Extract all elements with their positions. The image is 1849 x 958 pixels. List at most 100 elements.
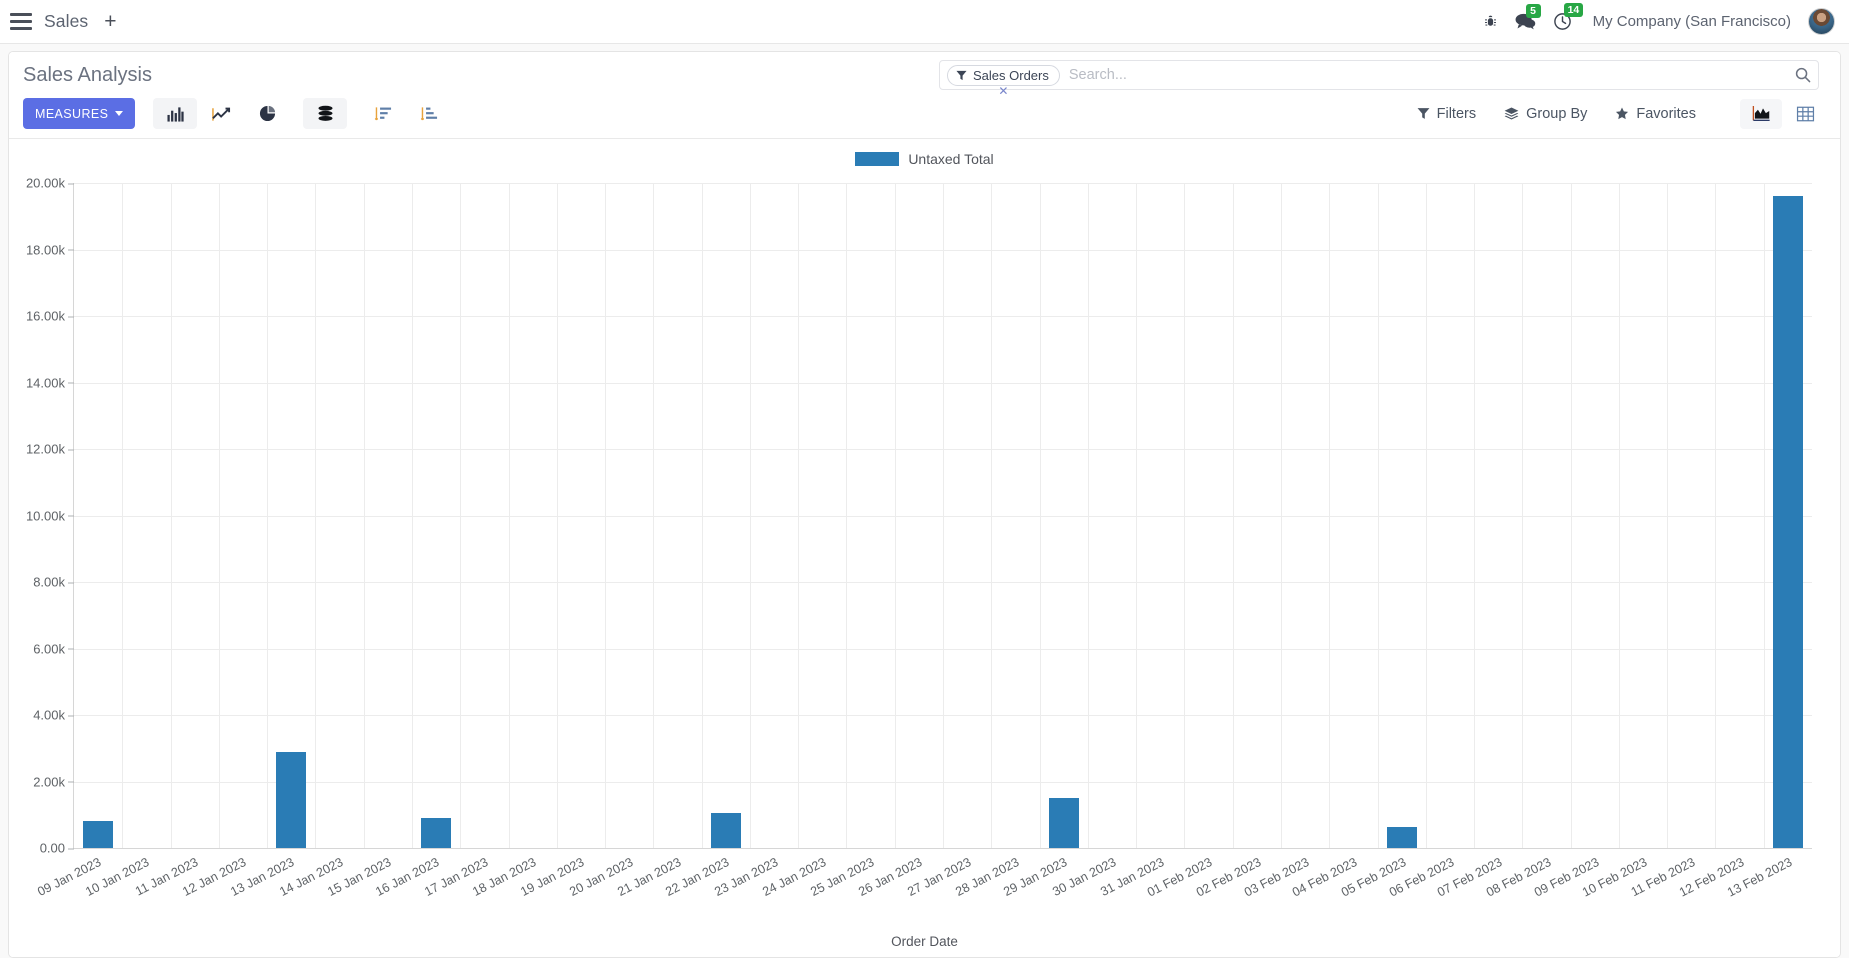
y-axis-tick-label: 6.00k bbox=[33, 641, 74, 656]
search-input[interactable] bbox=[1059, 67, 1795, 83]
avatar[interactable] bbox=[1808, 8, 1835, 35]
sort-descending-icon[interactable] bbox=[361, 98, 405, 129]
chart-legend: Untaxed Total bbox=[9, 151, 1840, 167]
company-switcher[interactable]: My Company (San Francisco) bbox=[1592, 13, 1791, 30]
grid-line-vertical bbox=[1329, 183, 1331, 848]
bar-slot bbox=[171, 183, 219, 848]
search-icon[interactable] bbox=[1795, 67, 1811, 83]
pivot-view-icon[interactable] bbox=[1784, 99, 1826, 129]
bar-slot bbox=[1040, 183, 1088, 848]
chart-bar[interactable] bbox=[1386, 827, 1417, 848]
y-axis-tick-label: 8.00k bbox=[33, 574, 74, 590]
bar-slot bbox=[1136, 183, 1184, 848]
grid-line-vertical bbox=[605, 183, 607, 848]
grid-line-vertical bbox=[1377, 183, 1379, 848]
grid-line-vertical bbox=[1667, 183, 1669, 848]
filter-icon bbox=[956, 70, 967, 80]
legend-swatch-untaxed-total[interactable] bbox=[855, 152, 900, 166]
star-icon bbox=[1616, 107, 1629, 120]
group-by-label: Group By bbox=[1526, 105, 1588, 122]
bar-slot bbox=[750, 183, 798, 848]
messages-icon[interactable]: 5 bbox=[1515, 4, 1541, 30]
chart-bar[interactable] bbox=[83, 821, 114, 848]
grid-line-vertical bbox=[1087, 183, 1089, 848]
bar-slot bbox=[1378, 183, 1426, 848]
grid-line-vertical bbox=[653, 183, 655, 848]
measures-button[interactable]: MEASURES bbox=[23, 98, 136, 129]
bar-slot bbox=[1426, 183, 1474, 848]
clock-activities-icon[interactable]: 14 bbox=[1553, 3, 1584, 31]
app-name[interactable]: Sales bbox=[44, 11, 89, 31]
bar-slot bbox=[1667, 183, 1715, 848]
bar-slot bbox=[605, 183, 653, 848]
control-panel: Sales Analysis Sales Orders ✕ bbox=[9, 52, 1840, 139]
grid-line-vertical bbox=[1570, 183, 1572, 848]
bar-slot bbox=[847, 183, 895, 848]
stacked-icon[interactable] bbox=[303, 98, 348, 129]
view-switcher bbox=[1740, 98, 1826, 129]
close-x-icon[interactable]: ✕ bbox=[998, 83, 1009, 98]
bar-slot bbox=[1522, 183, 1570, 848]
grid-line-vertical bbox=[846, 183, 848, 848]
grid-line-vertical bbox=[1763, 183, 1765, 848]
grid-line-vertical bbox=[749, 183, 751, 848]
chart-bar[interactable] bbox=[1048, 798, 1079, 848]
grid-line-vertical bbox=[218, 183, 220, 848]
bar-slot bbox=[122, 183, 170, 848]
chart-plot-area[interactable]: 0.00 2.00k 4.00k 6.00k 8.00k 10.00k 12.00k 14.0… bbox=[26, 176, 1812, 856]
bar-slot bbox=[1571, 183, 1619, 848]
bar-slot bbox=[557, 183, 605, 848]
bar-slot bbox=[943, 183, 991, 848]
chart-bar[interactable] bbox=[276, 751, 307, 848]
bug-icon[interactable] bbox=[1483, 14, 1498, 30]
bar-slot bbox=[653, 183, 701, 848]
grid-line-vertical bbox=[1184, 183, 1186, 848]
grid-line-vertical bbox=[460, 183, 462, 848]
bar-slot bbox=[1329, 183, 1377, 848]
bar-slot bbox=[1716, 183, 1764, 848]
bar-slot bbox=[798, 183, 846, 848]
bar-chart-icon[interactable] bbox=[153, 98, 198, 129]
favorites-label: Favorites bbox=[1636, 105, 1696, 122]
y-axis-tick-label: 2.00k bbox=[33, 774, 74, 789]
line-chart-icon[interactable] bbox=[199, 98, 243, 129]
search-view[interactable]: Sales Orders ✕ bbox=[939, 60, 1819, 97]
bar-slot bbox=[702, 183, 750, 848]
chart-type-button-group bbox=[153, 98, 451, 129]
chart-bar[interactable] bbox=[1773, 196, 1803, 848]
chart-bar[interactable] bbox=[710, 813, 741, 848]
grid-line-vertical bbox=[411, 183, 413, 848]
filter-icon bbox=[1417, 108, 1430, 119]
grid-line-vertical bbox=[122, 183, 124, 848]
navbar-systray: 5 14 My Company (San Francisco) bbox=[1483, 3, 1835, 35]
bar-slot bbox=[460, 183, 508, 848]
bar-slot bbox=[991, 183, 1039, 848]
y-axis-tick-label: 18.00k bbox=[25, 242, 75, 257]
grid-line-vertical bbox=[1232, 183, 1234, 848]
group-by-dropdown[interactable]: Group By bbox=[1490, 102, 1601, 126]
grid-line-vertical bbox=[1618, 183, 1620, 848]
top-navbar: Sales + 5 bbox=[0, 0, 1849, 44]
grid-line-vertical bbox=[1425, 183, 1427, 848]
sort-ascending-icon[interactable] bbox=[407, 98, 451, 129]
pie-chart-icon[interactable] bbox=[245, 98, 289, 129]
bar-slot bbox=[219, 183, 267, 848]
new-tab-button[interactable]: + bbox=[104, 10, 117, 33]
filters-dropdown[interactable]: Filters bbox=[1403, 102, 1490, 126]
search-facet-label: Sales Orders bbox=[973, 67, 1049, 83]
favorites-dropdown[interactable]: Favorites bbox=[1601, 102, 1710, 126]
graph-view-icon[interactable] bbox=[1740, 98, 1782, 129]
chevron-down-icon bbox=[115, 111, 124, 116]
grid-line-vertical bbox=[1136, 183, 1138, 848]
bar-slot bbox=[1184, 183, 1232, 848]
legend-label-untaxed-total: Untaxed Total bbox=[908, 151, 994, 167]
search-facet-sales-orders[interactable]: Sales Orders ✕ bbox=[947, 64, 1060, 97]
hamburger-menu-icon[interactable] bbox=[10, 13, 32, 30]
grid-line-vertical bbox=[315, 183, 317, 848]
y-axis-tick-label: 10.00k bbox=[25, 508, 75, 523]
grid-line-vertical bbox=[556, 183, 558, 848]
y-axis-tick-label: 16.00k bbox=[25, 308, 75, 324]
y-axis-tick-label: 14.00k bbox=[25, 375, 75, 390]
grid-line-vertical bbox=[1715, 183, 1717, 848]
chart-bar[interactable] bbox=[421, 818, 452, 848]
